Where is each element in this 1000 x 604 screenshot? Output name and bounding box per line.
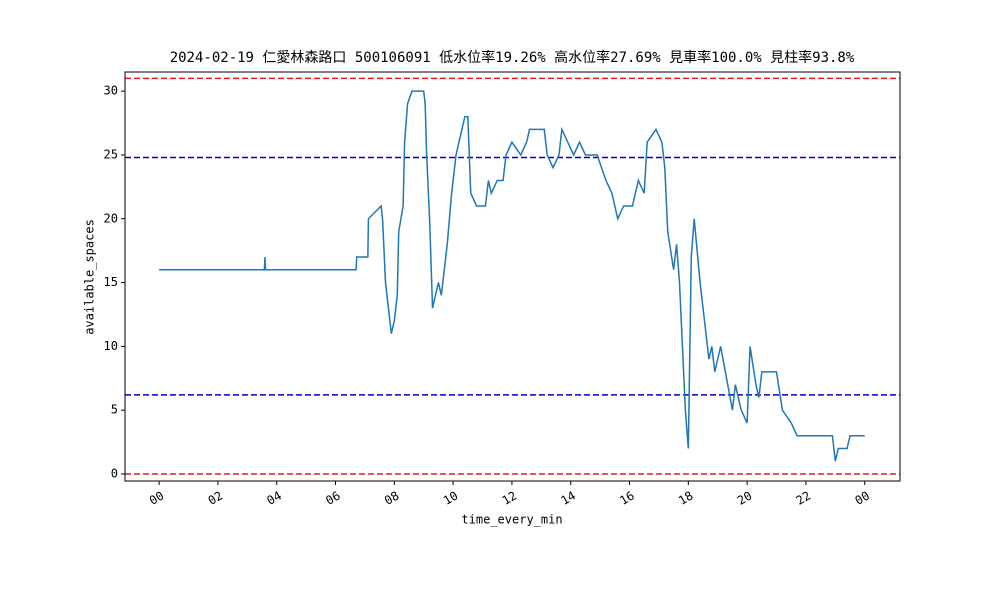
x-tick-label: 18 (676, 489, 696, 508)
y-tick-label: 0 (111, 466, 118, 480)
x-tick-label: 00 (147, 489, 167, 508)
y-tick-label: 20 (104, 211, 118, 225)
x-tick-label: 12 (500, 489, 520, 508)
y-tick-label: 30 (104, 84, 118, 98)
x-tick-label: 08 (382, 489, 402, 508)
series-line (159, 90, 865, 462)
x-tick-label: 02 (206, 489, 226, 508)
y-tick-label: 25 (104, 147, 118, 161)
x-tick-label: 04 (264, 489, 284, 508)
chart-title: 2024-02-19 仁愛林森路口 500106091 低水位率19.26% 高… (170, 49, 855, 66)
x-tick-label: 16 (617, 489, 637, 508)
x-tick-label: 10 (441, 489, 461, 508)
x-tick-label: 14 (558, 489, 578, 508)
y-axis-label: available_spaces (83, 219, 97, 335)
y-tick-label: 10 (104, 339, 118, 353)
x-tick-label: 00 (852, 489, 872, 508)
x-tick-label: 06 (323, 489, 343, 508)
x-tick-label: 22 (794, 489, 814, 508)
x-tick-label: 20 (735, 489, 755, 508)
y-tick-label: 15 (104, 275, 118, 289)
plot-frame (124, 71, 901, 482)
x-axis-label: time_every_min (461, 513, 562, 527)
y-tick-label: 5 (111, 403, 118, 417)
